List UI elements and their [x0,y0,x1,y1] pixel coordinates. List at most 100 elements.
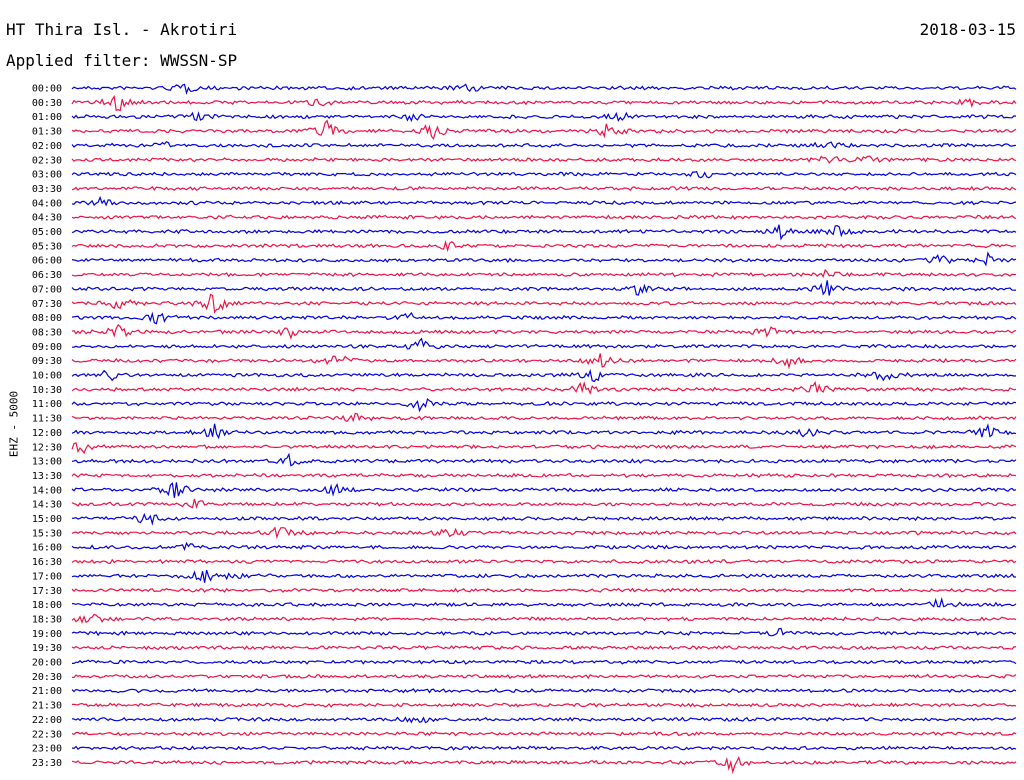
time-tick-label: 12:00 [32,428,62,439]
trace-row [71,673,1017,680]
trace-row [71,268,1016,279]
trace-row [71,472,1017,479]
trace-row [71,353,1017,370]
time-tick-label: 17:30 [32,586,62,597]
time-tick-label: 15:00 [32,514,62,525]
time-tick-label: 23:30 [32,758,62,769]
trace-row [71,541,1017,552]
time-tick-label: 22:30 [32,729,62,740]
time-tick-label: 19:30 [32,643,62,654]
time-tick-label: 13:00 [32,457,62,468]
trace-row [71,239,1017,253]
trace-row [71,119,1017,140]
time-tick-label: 03:30 [32,184,62,195]
time-tick-label: 22:00 [32,715,62,726]
time-tick-label: 18:30 [32,614,62,625]
time-tick-label: 06:00 [32,256,62,267]
time-tick-label: 05:30 [32,241,62,252]
time-tick-label: 14:00 [32,485,62,496]
time-tick-label: 09:00 [32,342,62,353]
time-tick-label: 21:30 [32,701,62,712]
time-tick-label: 07:30 [32,299,62,310]
trace-row [71,398,1017,413]
record-date: 2018-03-15 [919,20,1016,39]
trace-row [71,558,1017,565]
trace-row [71,323,1017,340]
time-tick-label: 13:30 [32,471,62,482]
time-tick-label: 01:00 [32,112,62,123]
trace-row [71,442,1017,455]
filter-label: Applied filter: WWSSN-SP [6,51,238,70]
trace-row [71,613,1017,625]
trace-row [71,224,1017,241]
trace-row [71,380,1017,395]
time-tick-label: 18:00 [32,600,62,611]
time-tick-label: 02:00 [32,141,62,152]
time-tick-label: 06:30 [32,270,62,281]
trace-row [71,423,1017,440]
time-tick-label: 00:00 [32,84,62,95]
time-tick-label: 04:30 [32,213,62,224]
trace-row [71,731,1017,737]
time-tick-label: 16:00 [32,543,62,554]
time-tick-label: 23:00 [32,744,62,755]
time-tick-label: 10:30 [32,385,62,396]
time-tick-label: 19:00 [32,629,62,640]
trace-row [71,627,1017,637]
trace-row [71,526,1017,540]
time-tick-label: 05:00 [32,227,62,238]
trace-row [71,702,1017,708]
trace-row [71,140,1017,149]
trace-row [71,569,1016,583]
trace-row [71,498,1017,510]
trace-row [71,95,1017,112]
trace-row [71,412,1017,423]
trace-row [71,337,1017,350]
station-title: HT Thira Isl. - Akrotiri [6,20,238,39]
trace-row [71,214,1017,220]
trace-row [71,280,1017,296]
trace-row [71,111,1017,123]
time-tick-label: 08:00 [32,313,62,324]
trace-row [71,311,1017,325]
time-tick-label: 01:30 [32,127,62,138]
time-tick-label: 07:00 [32,284,62,295]
time-tick-label: 09:30 [32,356,62,367]
trace-row [71,171,1017,179]
time-tick-label: 20:00 [32,658,62,669]
time-tick-label: 03:00 [32,170,62,181]
trace-row [71,645,1017,651]
time-tick-label: 17:00 [32,571,62,582]
trace-row [71,756,1017,775]
time-tick-label: 16:30 [32,557,62,568]
trace-row [71,83,1017,95]
trace-row [71,251,1017,267]
time-tick-label: 20:30 [32,672,62,683]
seismic-traces [71,83,1017,775]
trace-row [71,293,1017,314]
time-tick-label: 10:00 [32,371,62,382]
time-tick-label: 04:00 [32,198,62,209]
time-tick-label: 11:00 [32,399,62,410]
time-tick-label: 12:30 [32,442,62,453]
time-tick-label: 00:30 [32,98,62,109]
time-tick-label: 08:30 [32,327,62,338]
trace-row [71,452,1017,467]
trace-row [71,745,1017,751]
trace-row [71,195,1017,207]
time-tick-labels: 00:00 00:30 01:00 01:30 02:00 02:30 03:00 03:30… [32,84,62,769]
time-tick-label: 15:30 [32,528,62,539]
trace-row [71,716,1017,724]
trace-row [71,687,1017,694]
trace-row [71,368,1017,383]
trace-row [71,587,1017,593]
time-tick-label: 14:30 [32,500,62,511]
time-tick-label: 11:30 [32,414,62,425]
time-tick-label: 02:30 [32,155,62,166]
trace-row [72,659,1017,665]
trace-row [71,512,1017,526]
trace-row [71,155,1017,164]
time-tick-label: 21:00 [32,686,62,697]
trace-row [71,597,1017,608]
